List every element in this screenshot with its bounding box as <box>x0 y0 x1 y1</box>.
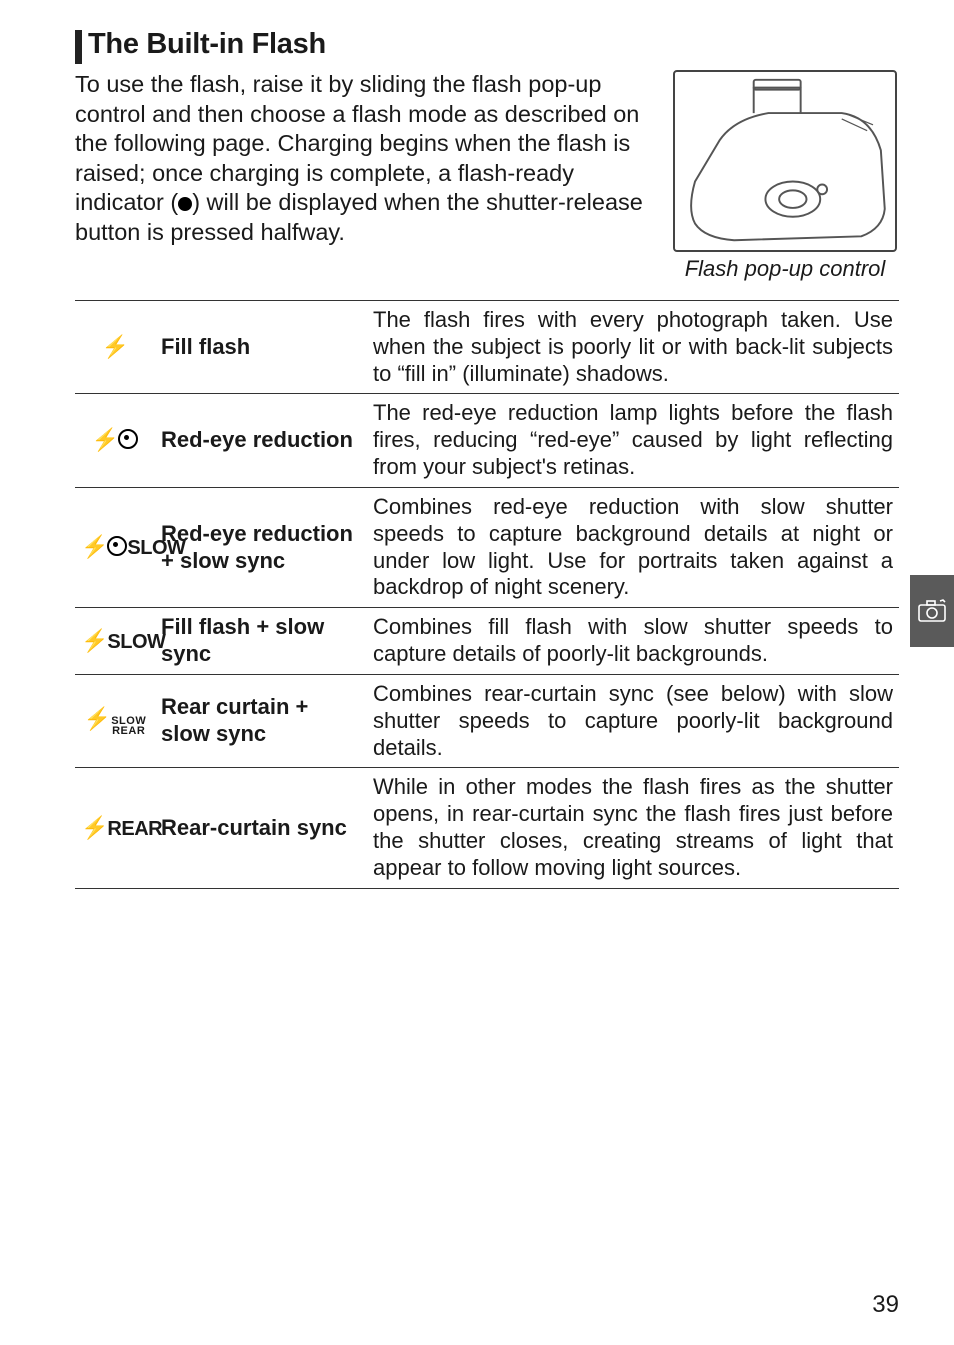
intro-block: To use the flash, raise it by sliding th… <box>75 70 899 282</box>
page-number: 39 <box>872 1291 899 1319</box>
mode-description: Combines red-eye reduction with slow shu… <box>367 487 899 607</box>
flash-modes-table: ⚡ Fill flashThe flash fires with every ph… <box>75 300 899 889</box>
flash-ready-dot-icon <box>178 197 192 211</box>
mode-icon-cell: ⚡REAR <box>75 768 155 888</box>
table-row: ⚡SLOWRed-eye reduction + slow syncCombin… <box>75 487 899 607</box>
mode-icon-cell: ⚡ <box>75 301 155 394</box>
flash-icon: ⚡ <box>102 334 128 359</box>
side-tab <box>910 575 954 647</box>
mode-label: Fill flash + slow sync <box>155 608 367 675</box>
mode-icon-cell: ⚡SLOWREAR <box>75 674 155 767</box>
mode-icon-cell: ⚡SLOW <box>75 487 155 607</box>
table-row: ⚡REARRear-curtain syncWhile in other mod… <box>75 768 899 888</box>
mode-description: While in other modes the flash fires as … <box>367 768 899 888</box>
camera-tab-icon <box>917 599 947 623</box>
flash-icon: ⚡ <box>81 534 107 559</box>
mode-label: Red-eye reduction <box>155 394 367 487</box>
mode-description: The red-eye reduction lamp lights before… <box>367 394 899 487</box>
section-heading: The Built-in Flash <box>75 28 899 64</box>
table-row: ⚡ Fill flashThe flash fires with every ph… <box>75 301 899 394</box>
intro-text-wrap: To use the flash, raise it by sliding th… <box>75 70 661 248</box>
redeye-icon <box>107 536 127 556</box>
flash-icon: ⚡ <box>92 427 118 452</box>
flash-icon: ⚡ <box>84 706 110 731</box>
table-row: ⚡SLOWFill flash + slow syncCombines fill… <box>75 608 899 675</box>
flash-icon: ⚡ <box>81 628 107 653</box>
table-row: ⚡ Red-eye reductionThe red-eye reduction … <box>75 394 899 487</box>
mode-label: Rear-curtain sync <box>155 768 367 888</box>
camera-illustration <box>673 70 897 252</box>
illustration-column: Flash pop-up control <box>671 70 899 282</box>
flash-icon: ⚡ <box>81 815 107 840</box>
heading-accent-bar <box>75 30 82 64</box>
mode-label: Red-eye reduction + slow sync <box>155 487 367 607</box>
slow-rear-stack-icon: SLOWREAR <box>111 716 146 737</box>
table-row: ⚡SLOWREARRear curtain + slow syncCombine… <box>75 674 899 767</box>
heading-text: The Built-in Flash <box>88 28 326 61</box>
mode-description: The flash fires with every photograph ta… <box>367 301 899 394</box>
mode-description: Combines rear-curtain sync (see below) w… <box>367 674 899 767</box>
redeye-icon <box>118 429 138 449</box>
illustration-caption: Flash pop-up control <box>685 256 886 282</box>
mode-description: Combines fill flash with slow shutter sp… <box>367 608 899 675</box>
mode-icon-cell: ⚡ <box>75 394 155 487</box>
mode-icon-cell: ⚡SLOW <box>75 608 155 675</box>
mode-label: Rear curtain + slow sync <box>155 674 367 767</box>
mode-label: Fill flash <box>155 301 367 394</box>
rear-icon-text: REAR <box>107 818 162 840</box>
slow-icon-text: SLOW <box>107 631 165 653</box>
